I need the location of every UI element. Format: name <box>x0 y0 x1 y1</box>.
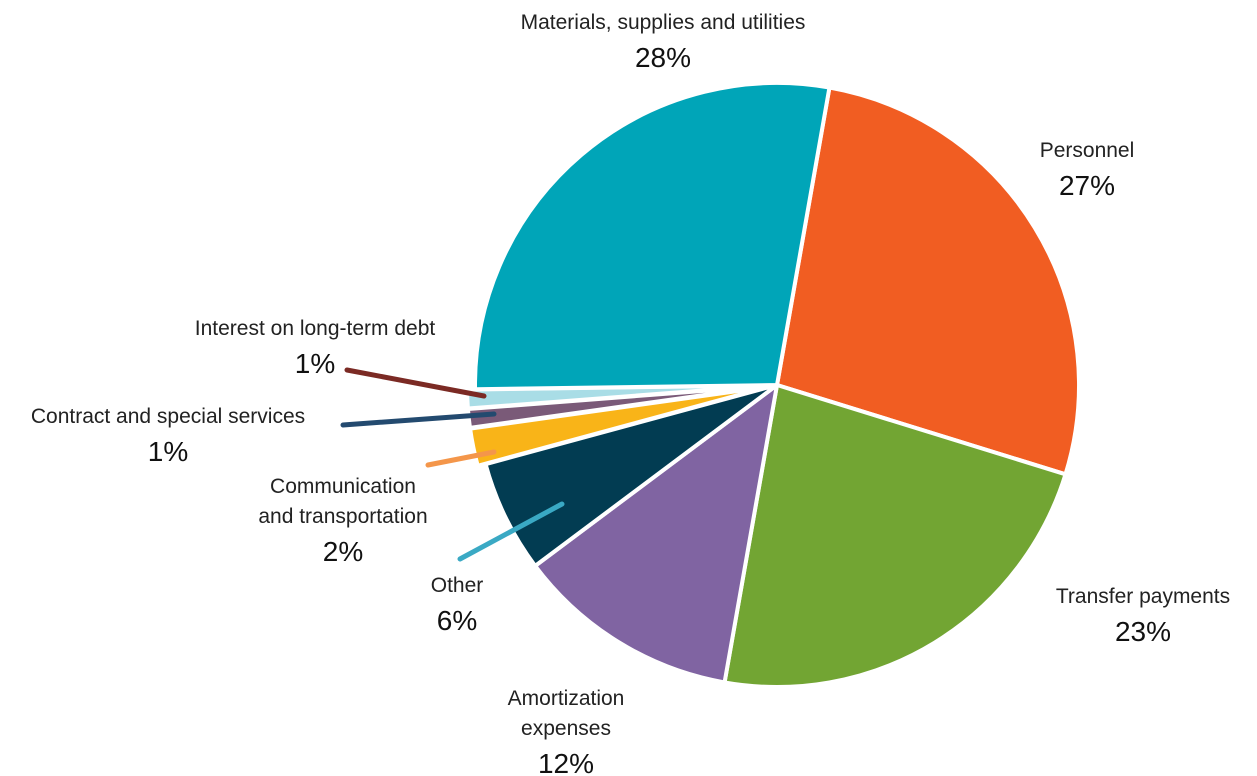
slice-percent-8: 28% <box>635 42 691 73</box>
slice-label-5-line-2: and transportation <box>258 505 427 528</box>
slice-label-4-line-1: Other <box>431 574 484 597</box>
slice-label-6-line-1: Contract and special services <box>31 405 305 428</box>
slice-percent-3: 12% <box>538 748 594 776</box>
pie-slices <box>465 81 1081 689</box>
pie-slice-3 <box>533 383 779 685</box>
pie-slice-1 <box>775 85 1081 477</box>
slice-percent-1: 27% <box>1059 170 1115 201</box>
pie-slice-7 <box>465 383 772 411</box>
slice-label-1-line-1: Personnel <box>1040 139 1135 162</box>
slice-label-3-line-1: Amortization <box>508 687 625 710</box>
leader-line-5 <box>425 449 497 468</box>
leader-lines <box>340 367 565 562</box>
slice-percent-5: 2% <box>323 536 363 567</box>
slice-label-8-line-1: Materials, supplies and utilities <box>521 11 806 34</box>
pie-slice-8 <box>473 81 832 392</box>
slice-label-3-line-2: expenses <box>521 717 611 740</box>
leader-line-4 <box>457 501 565 562</box>
slice-labels: Personnel 27% Transfer payments 23% Amortiza… <box>31 11 1230 776</box>
slice-percent-6: 1% <box>148 436 188 467</box>
slice-percent-4: 6% <box>437 605 477 636</box>
leader-line-6 <box>340 411 497 428</box>
slice-label-2-line-1: Transfer payments <box>1056 585 1230 608</box>
slice-percent-2: 23% <box>1115 616 1171 647</box>
slice-percent-7: 1% <box>295 348 335 379</box>
slice-label-7-line-1: Interest on long-term debt <box>195 317 436 340</box>
pie-slice-2 <box>722 383 1068 689</box>
leader-line-7 <box>344 367 487 399</box>
slice-label-5-line-1: Communication <box>270 475 416 498</box>
